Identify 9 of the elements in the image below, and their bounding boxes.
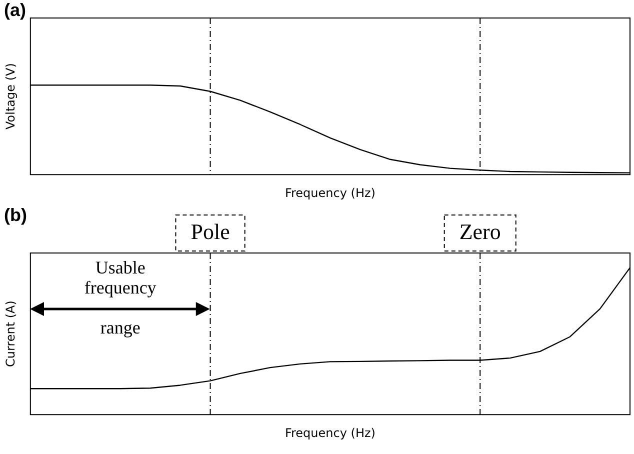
x-axis-title: Frequency (Hz)	[284, 186, 376, 200]
text: Zero	[459, 218, 501, 244]
y-axis-title: Current (A)	[3, 300, 18, 368]
annotation: Usable frequency range	[84, 258, 156, 338]
chart-title: (a)	[4, 0, 26, 21]
x-axis-title: Frequency (Hz)	[284, 426, 376, 440]
text: Pole	[190, 218, 230, 244]
y-axis-title: Voltage (V)	[3, 63, 18, 130]
chart-title: (b)	[4, 205, 27, 226]
